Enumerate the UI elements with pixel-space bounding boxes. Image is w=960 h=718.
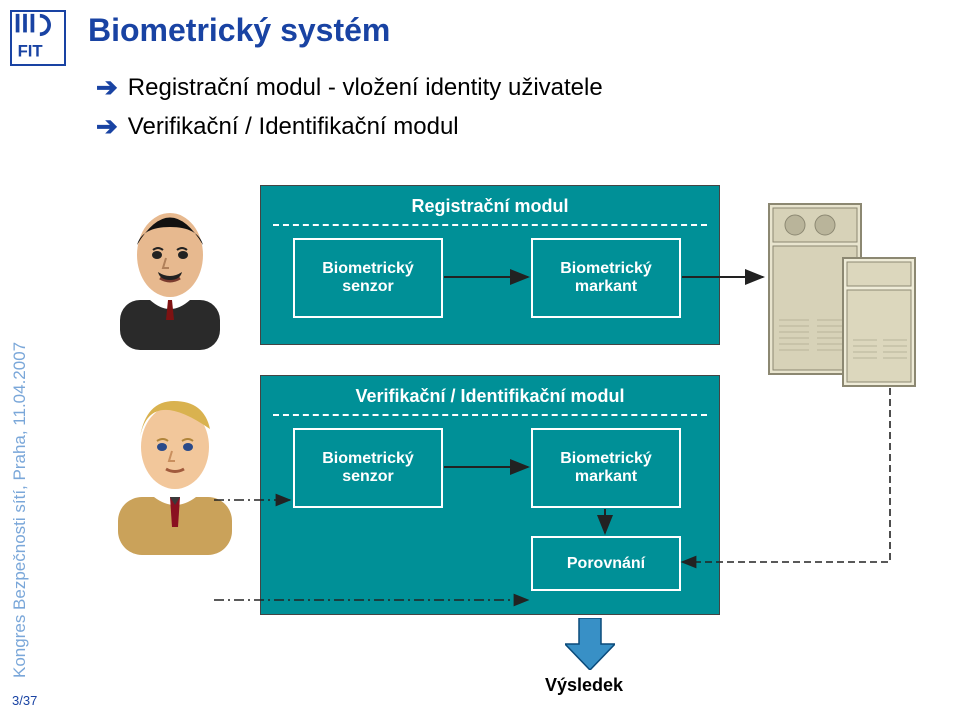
verification-panel-label: Verifikační / Identifikační modul bbox=[261, 386, 719, 407]
output-label: Výsledek bbox=[545, 675, 623, 696]
verification-panel: Verifikační / Identifikační modul Biomet… bbox=[260, 375, 720, 615]
panel-divider bbox=[273, 414, 707, 416]
box-text: Porovnání bbox=[533, 555, 679, 573]
box-text: Biometrický bbox=[533, 450, 679, 468]
box-text: markant bbox=[533, 278, 679, 296]
ver-markant-box: Biometrický markant bbox=[531, 428, 681, 508]
box-text: Biometrický bbox=[533, 260, 679, 278]
sidebar-caption: Kongres Bezpečnosti sítí, Praha, 11.04.2… bbox=[10, 342, 30, 678]
page-title: Biometrický systém bbox=[88, 12, 390, 49]
box-text: Biometrický bbox=[295, 260, 441, 278]
svg-text:FIT: FIT bbox=[18, 42, 44, 61]
bullet-item: ➔ Verifikační / Identifikační modul bbox=[96, 111, 603, 142]
bullet-list: ➔ Registrační modul - vložení identity u… bbox=[96, 72, 603, 150]
reg-markant-box: Biometrický markant bbox=[531, 238, 681, 318]
box-text: senzor bbox=[295, 468, 441, 486]
database-server-icon bbox=[765, 200, 925, 400]
arrow-icon: ➔ bbox=[96, 111, 118, 142]
ver-compare-box: Porovnání bbox=[531, 536, 681, 591]
panel-divider bbox=[273, 224, 707, 226]
bullet-text: Registrační modul - vložení identity uži… bbox=[128, 74, 603, 102]
bullet-text: Verifikační / Identifikační modul bbox=[128, 113, 459, 141]
ver-sensor-box: Biometrický senzor bbox=[293, 428, 443, 508]
registration-panel-label: Registrační modul bbox=[261, 196, 719, 217]
bullet-item: ➔ Registrační modul - vložení identity u… bbox=[96, 72, 603, 103]
registration-panel: Registrační modul Biometrický senzor Bio… bbox=[260, 185, 720, 345]
box-text: senzor bbox=[295, 278, 441, 296]
user-face-registration bbox=[110, 200, 230, 355]
page-number: 3/37 bbox=[12, 693, 37, 708]
output-arrow-icon bbox=[565, 618, 615, 670]
arrow-icon: ➔ bbox=[96, 72, 118, 103]
reg-sensor-box: Biometrický senzor bbox=[293, 238, 443, 318]
user-face-verification bbox=[110, 385, 240, 560]
box-text: Biometrický bbox=[295, 450, 441, 468]
fit-logo: FIT bbox=[10, 10, 66, 66]
box-text: markant bbox=[533, 468, 679, 486]
